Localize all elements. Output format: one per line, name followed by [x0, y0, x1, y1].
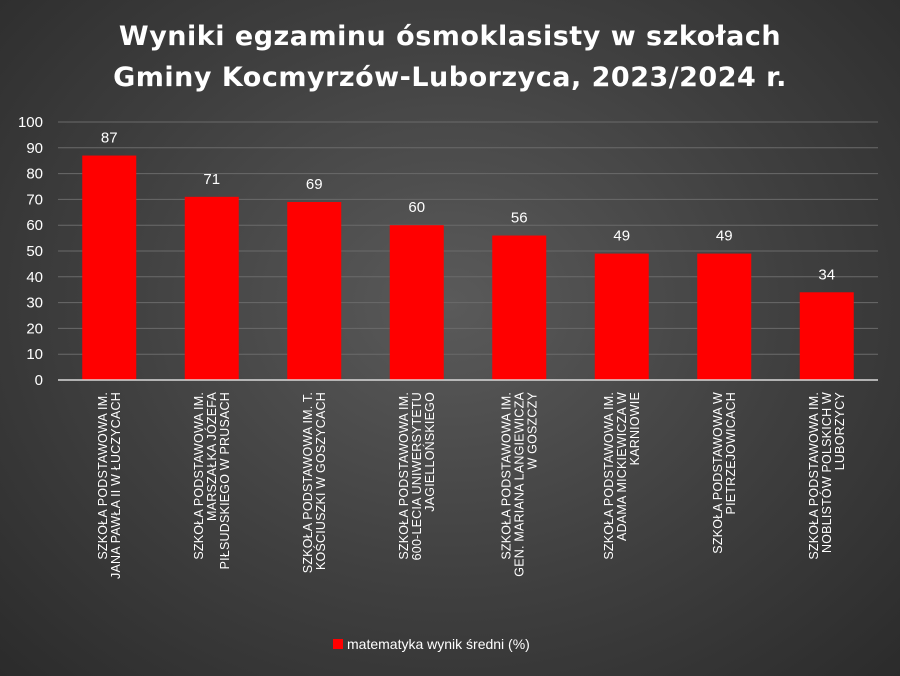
gridlines — [58, 121, 878, 355]
category-label-line: SZKOŁA PODSTAWOWA IM. — [96, 392, 110, 560]
category-label-line: ADAMA MICKIEWICZA W — [615, 392, 629, 541]
category-label-line: SZKOŁA PODSTAWOWA IM. — [602, 392, 616, 560]
category-label-line: W GOSZCZY — [525, 392, 539, 470]
y-tick-label: 90 — [26, 140, 43, 157]
category-label: SZKOŁA PODSTAWOWA IM. GEN. MARIANA LANGIE… — [499, 392, 539, 577]
data-label: 49 — [613, 228, 630, 245]
y-tick-label: 100 — [18, 114, 43, 131]
legend-swatch — [333, 639, 343, 649]
data-label: 34 — [818, 266, 835, 283]
category-label-line: SZKOŁA PODSTAWOWA IM. — [807, 392, 821, 560]
y-tick-label: 50 — [26, 243, 43, 260]
legend-label: matematyka wynik średni (%) — [347, 636, 530, 652]
chart-title: Wyniki egzaminu ósmoklasisty w szkołach G… — [113, 21, 787, 93]
category-label-line: JANA PAWŁA II W ŁUCZYCACH — [109, 392, 123, 579]
category-label-line: SZKOŁA PODSTAWOWA IM. — [192, 392, 206, 560]
category-label: SZKOŁA PODSTAWOWA IM. MARSZAŁKA JÓZEFA PIŁ… — [192, 392, 232, 570]
y-tick-label: 60 — [26, 217, 43, 234]
category-label: SZKOŁA PODSTAWOWA IM. NOBLISTÓW POLSKICH … — [807, 392, 847, 560]
y-tick-label: 0 — [35, 372, 43, 389]
legend[interactable]: matematyka wynik średni (%) — [333, 636, 530, 652]
category-label-line: GEN. MARIANA LANGIEWICZA — [512, 392, 526, 577]
category-label-line: SZKOŁA PODSTAWOWA IM. — [499, 392, 513, 560]
data-label: 56 — [511, 210, 528, 227]
bar — [492, 235, 547, 380]
y-tick-label: 80 — [26, 166, 43, 183]
category-label-line: PIETRZEJOWICACH — [724, 392, 738, 514]
category-label-line: JAGIELLOŃSKIEGO — [422, 392, 437, 512]
category-labels: SZKOŁA PODSTAWOWA IM. JANA PAWŁA II W ŁUC… — [96, 392, 847, 579]
y-axis-ticks: 0 10 20 30 40 50 60 70 80 90 100 — [18, 114, 43, 389]
bars — [82, 155, 854, 380]
category-label-line: SZKOŁA PODSTAWOWA IM. T. — [301, 392, 315, 573]
bar — [287, 201, 342, 380]
data-label: 87 — [101, 130, 118, 147]
y-tick-label: 10 — [26, 346, 43, 363]
data-label: 60 — [408, 199, 425, 216]
bar — [697, 253, 752, 380]
y-tick-label: 30 — [26, 295, 43, 312]
category-label-line: KOŚCIUSZKI W GOSZYCACH — [313, 392, 328, 570]
bar — [389, 225, 444, 380]
category-label: SZKOŁA PODSTAWOWA IM. ADAMA MICKIEWICZA W… — [602, 392, 642, 560]
category-label: SZKOŁA PODSTAWOWA W PIETRZEJOWICACH — [711, 392, 738, 554]
category-label-line: LUBORZYCY — [833, 392, 847, 471]
y-tick-label: 40 — [26, 269, 43, 286]
category-label: SZKOŁA PODSTAWOWA IM. JANA PAWŁA II W ŁUC… — [96, 392, 123, 579]
bar — [184, 196, 239, 380]
data-label: 49 — [716, 228, 733, 245]
chart-title-line: Wyniki egzaminu ósmoklasisty w szkołach — [119, 21, 781, 52]
bar — [82, 155, 137, 380]
category-label-line: 600-LECIA UNIWERSYTETU — [410, 392, 424, 560]
category-label-line: PIŁSUDSKIEGO W PRUSACH — [218, 392, 232, 569]
data-label: 71 — [203, 171, 220, 188]
y-tick-label: 70 — [26, 191, 43, 208]
category-label: SZKOŁA PODSTAWOWA IM. T. KOŚCIUSZKI W GOS… — [301, 392, 328, 573]
category-label: SZKOŁA PODSTAWOWA IM. 600-LECIA UNIWERSYT… — [397, 392, 437, 560]
category-label-line: KARNIOWIE — [628, 392, 642, 465]
data-label: 69 — [306, 176, 323, 193]
y-tick-label: 20 — [26, 320, 43, 337]
category-label-line: SZKOŁA PODSTAWOWA IM. — [397, 392, 411, 560]
category-label-line: NOBLISTÓW POLSKICH W — [819, 392, 834, 553]
bar — [799, 292, 854, 380]
category-label-line: SZKOŁA PODSTAWOWA W — [711, 392, 725, 554]
category-label-line: MARSZAŁKA JÓZEFA — [204, 392, 219, 521]
chart-title-line: Gminy Kocmyrzów-Luborzyca, 2023/2024 r. — [113, 62, 787, 93]
bar — [594, 253, 649, 380]
data-labels: 87 71 69 60 56 49 49 34 — [101, 130, 835, 284]
